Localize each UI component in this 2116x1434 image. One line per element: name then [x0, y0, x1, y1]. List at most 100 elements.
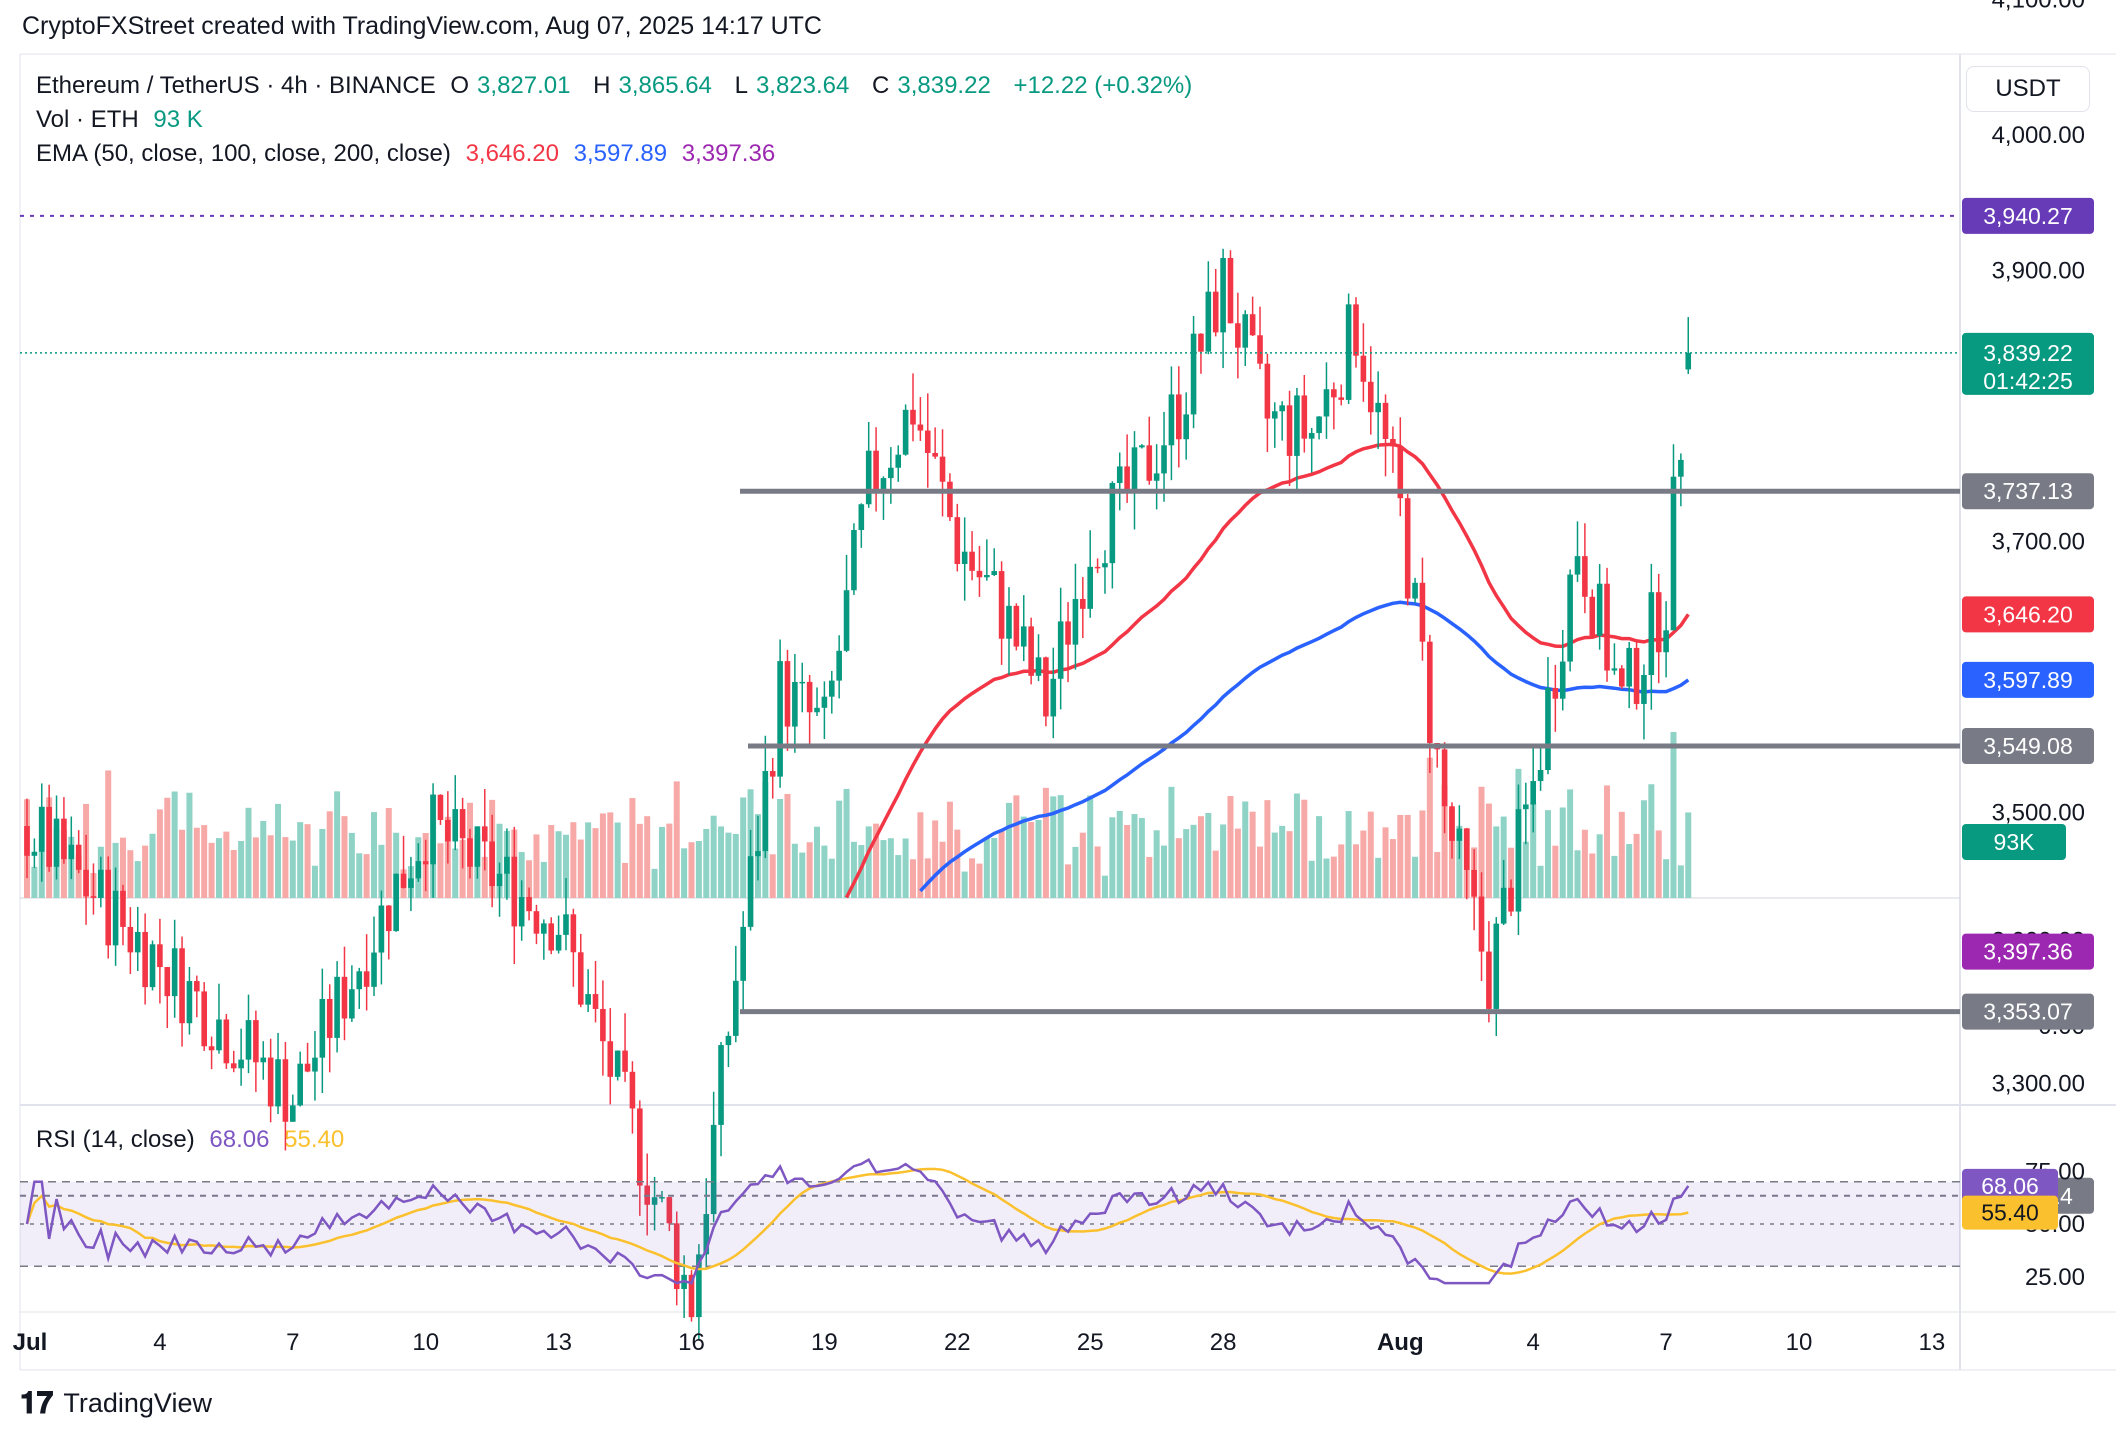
volume-bar: [1072, 846, 1079, 898]
volume-bar: [1264, 800, 1271, 898]
candle-body: [1116, 466, 1123, 483]
volume-bar: [1087, 795, 1094, 898]
candle-body: [1456, 828, 1463, 841]
volume-bar: [179, 829, 186, 898]
volume-bar: [1648, 784, 1655, 898]
candle: [718, 1041, 724, 1157]
volume-bar: [777, 798, 784, 898]
candle-body: [733, 980, 739, 1036]
candle: [496, 862, 503, 917]
candle-body: [46, 806, 52, 867]
candle: [1161, 411, 1167, 502]
candle-body: [592, 994, 599, 1009]
candle-body: [1589, 596, 1596, 636]
volume-bar: [622, 862, 629, 898]
volume-bar: [1544, 810, 1551, 898]
candle-body: [1220, 258, 1226, 333]
candle: [1648, 563, 1655, 710]
candle-body: [1382, 402, 1389, 439]
candle-body: [555, 934, 562, 951]
candle-body: [1109, 482, 1116, 564]
candle-body: [230, 1063, 237, 1069]
ema-label: EMA (50, close, 100, close, 200, close): [36, 140, 451, 167]
candle: [1028, 617, 1034, 685]
volume-bar: [1028, 821, 1035, 898]
candle-body: [836, 650, 842, 681]
volume-bar: [186, 792, 193, 898]
volume-bar: [769, 854, 776, 898]
candle: [998, 561, 1005, 665]
volume-bar: [1426, 757, 1433, 898]
symbol-name[interactable]: Ethereum / TetherUS · 4h · BINANCE: [36, 72, 436, 99]
candle: [149, 940, 156, 991]
candle: [1301, 375, 1308, 453]
candle-body: [1102, 563, 1108, 568]
volume-bar: [991, 837, 998, 898]
volume-bar: [799, 852, 806, 898]
candle: [1146, 416, 1153, 485]
volume-bar: [1227, 796, 1234, 898]
candle: [253, 1010, 259, 1092]
level-price-label-text: 3,737.13: [1983, 478, 2073, 504]
volume-bar: [311, 865, 318, 898]
candle: [1316, 416, 1322, 440]
volume-bar: [1537, 865, 1544, 898]
volume-bar: [806, 842, 813, 898]
candle-body: [1139, 445, 1145, 448]
volume-bar: [644, 816, 651, 898]
candle-body: [991, 571, 998, 576]
candle: [504, 828, 510, 900]
candle: [1249, 296, 1256, 337]
candle-body: [1176, 394, 1182, 440]
candle-body: [1257, 335, 1263, 364]
candle-body: [1515, 809, 1522, 912]
volume-bar: [1279, 825, 1286, 898]
candle: [31, 838, 38, 868]
candle: [976, 545, 983, 597]
tradingview-logo[interactable]: 𝟏𝟕 TradingView: [20, 1386, 212, 1421]
ema-legend[interactable]: EMA (50, close, 100, close, 200, close) …: [36, 140, 783, 168]
candle-body: [526, 897, 532, 912]
candle-body: [629, 1071, 636, 1109]
candle-body: [777, 661, 783, 777]
volume-bar: [215, 838, 222, 898]
candle-body: [792, 681, 798, 727]
candle-body: [1611, 668, 1618, 671]
candle-body: [1153, 473, 1160, 481]
candle: [201, 982, 207, 1051]
candle: [1294, 387, 1300, 492]
candle-body: [1286, 405, 1293, 456]
candle-body: [459, 809, 466, 839]
candle-body: [651, 1197, 658, 1205]
currency-button[interactable]: USDT: [1966, 66, 2090, 112]
candle-body: [1619, 668, 1625, 687]
candle: [415, 843, 422, 882]
candle-body: [1242, 314, 1249, 348]
volume-bar: [917, 812, 924, 898]
volume-bar: [1478, 786, 1485, 898]
candle-body: [1685, 352, 1692, 370]
candle-body: [1264, 363, 1271, 419]
volume-legend[interactable]: Vol · ETH 93 K: [36, 106, 211, 134]
candle-body: [304, 1063, 311, 1072]
volume-bar: [1168, 786, 1175, 898]
rsi-legend[interactable]: RSI (14, close) 68.06 55.40: [36, 1126, 352, 1154]
price-axis-tick: 4,100.00: [1992, 0, 2085, 14]
candle: [1412, 577, 1418, 603]
candle: [777, 639, 783, 788]
volume-bar: [356, 853, 363, 898]
candle: [474, 826, 481, 879]
candle: [489, 814, 495, 908]
candle-body: [1183, 414, 1189, 440]
volume-bar: [1567, 789, 1574, 898]
candle: [142, 913, 148, 1005]
volume-bar: [31, 866, 38, 898]
volume-bar: [651, 868, 658, 898]
candle: [1390, 426, 1396, 473]
candle-body: [1006, 605, 1012, 639]
candle: [1559, 630, 1566, 711]
price-axis-tick: 3,900.00: [1992, 258, 2085, 285]
candle-body: [998, 571, 1005, 639]
candle-body: [548, 923, 555, 951]
